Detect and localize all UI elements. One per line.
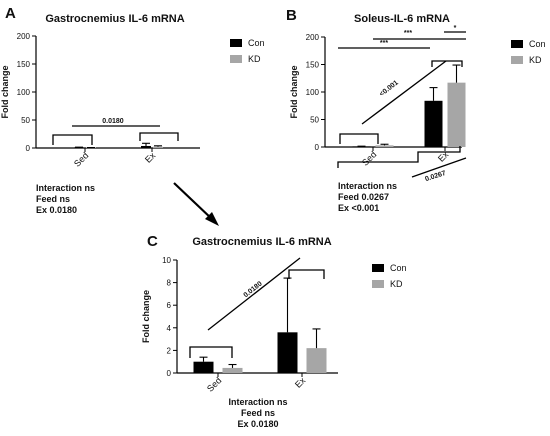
y-axis-label: Fold change [141,290,151,343]
ex-diagonal-line [207,257,301,331]
y-axis-label: Fold change [0,65,10,118]
y-tick-label: 8 [167,279,172,288]
y-axis-label: Fold change [289,65,299,118]
panel-arrow [173,182,219,226]
bar-con-ex [424,100,443,147]
panel-b: B Soleus-IL-6 mRNA 0 50 100 150 200 Fold change… [286,7,546,213]
legend-swatch-kd [511,56,523,64]
x-tick-label: Sed [205,375,223,393]
legend-label-con: Con [390,263,407,273]
chart-title: Gastrocnemius IL-6 mRNA [192,236,331,248]
y-tick-label: 0 [315,143,320,152]
panel-a: A Gastrocnemius IL-6 mRNA 0 50 100 150 200 Fold… [0,5,265,215]
bar-kd-ex [447,82,466,147]
chart-title: Soleus-IL-6 mRNA [354,13,450,25]
y-tick-label: 0 [167,369,172,378]
x-tick-label: Ex [436,149,451,164]
stats-line: Feed 0.0267 [338,192,389,202]
sig-3: * [454,25,457,32]
bracket-ex [431,60,463,67]
panel-label: B [286,7,297,24]
x-tick-label: Sed [72,150,90,168]
y-tick-label: 100 [17,88,31,97]
bar-con-sed [193,361,214,373]
y-tick-label: 50 [310,116,319,125]
bar-kd-ex [153,146,163,148]
legend-label-kd: KD [390,279,403,289]
stats-line: Ex <0.001 [338,203,379,213]
bar-kd-sed [375,145,394,147]
legend-swatch-con [372,264,384,272]
stats-line: Interaction ns [36,183,95,193]
legend-label-kd: KD [248,54,261,64]
stats-line: Interaction ns [338,181,397,191]
bracket-sed [189,346,233,358]
stats-line: Feed ns [241,408,275,418]
bracket-ex [139,132,179,141]
feed-diagonal-line [411,157,467,178]
y-tick-label: 2 [167,346,172,355]
legend-label-kd: KD [529,55,542,65]
sig-1: *** [380,40,388,47]
y-tick-label: 0 [26,144,31,153]
panel-c: C Gastrocnemius IL-6 mRNA 0 2 4 6 8 10 Fold chan… [141,233,407,429]
bracket-sed [339,133,379,144]
bar-con-ex [141,145,151,148]
legend-swatch-kd [372,280,384,288]
panel-label: C [147,233,158,250]
stats-line: Interaction ns [228,397,287,407]
sig-2: *** [404,30,412,37]
y-tick-label: 4 [167,324,172,333]
stats-line: Ex 0.0180 [237,419,278,429]
y-tick-label: 10 [162,256,171,265]
y-tick-label: 6 [167,301,172,310]
bracket-sed [52,134,93,145]
x-tick-label: Ex [293,375,308,390]
legend-swatch-kd [230,55,242,63]
bar-kd-ex [306,348,327,373]
x-tick-label: Sed [360,149,378,167]
stats-line: Ex 0.0180 [36,205,77,215]
chart-title: Gastrocnemius IL-6 mRNA [45,13,184,25]
panel-label: A [5,5,16,22]
y-tick-label: 200 [306,33,320,42]
bar-kd-sed [222,367,243,373]
y-tick-label: 100 [306,88,320,97]
legend-swatch-con [511,40,523,48]
bracket-ex [288,269,325,279]
ex-p-value: 0.0180 [242,280,263,299]
y-tick-label: 150 [17,60,31,69]
feed-bracket [337,146,461,168]
y-tick-label: 150 [306,61,320,70]
ex-p-value: 0.0180 [102,118,124,125]
legend-label-con: Con [529,39,546,49]
x-tick-label: Ex [143,150,158,165]
ex-diagonal-line [361,60,447,125]
legend-swatch-con [230,39,242,47]
bar-con-ex [277,332,298,373]
stats-line: Feed ns [36,194,70,204]
diag-p-value: <0.001 [378,79,399,98]
y-tick-label: 50 [21,116,30,125]
y-tick-label: 200 [17,32,31,41]
legend-label-con: Con [248,38,265,48]
